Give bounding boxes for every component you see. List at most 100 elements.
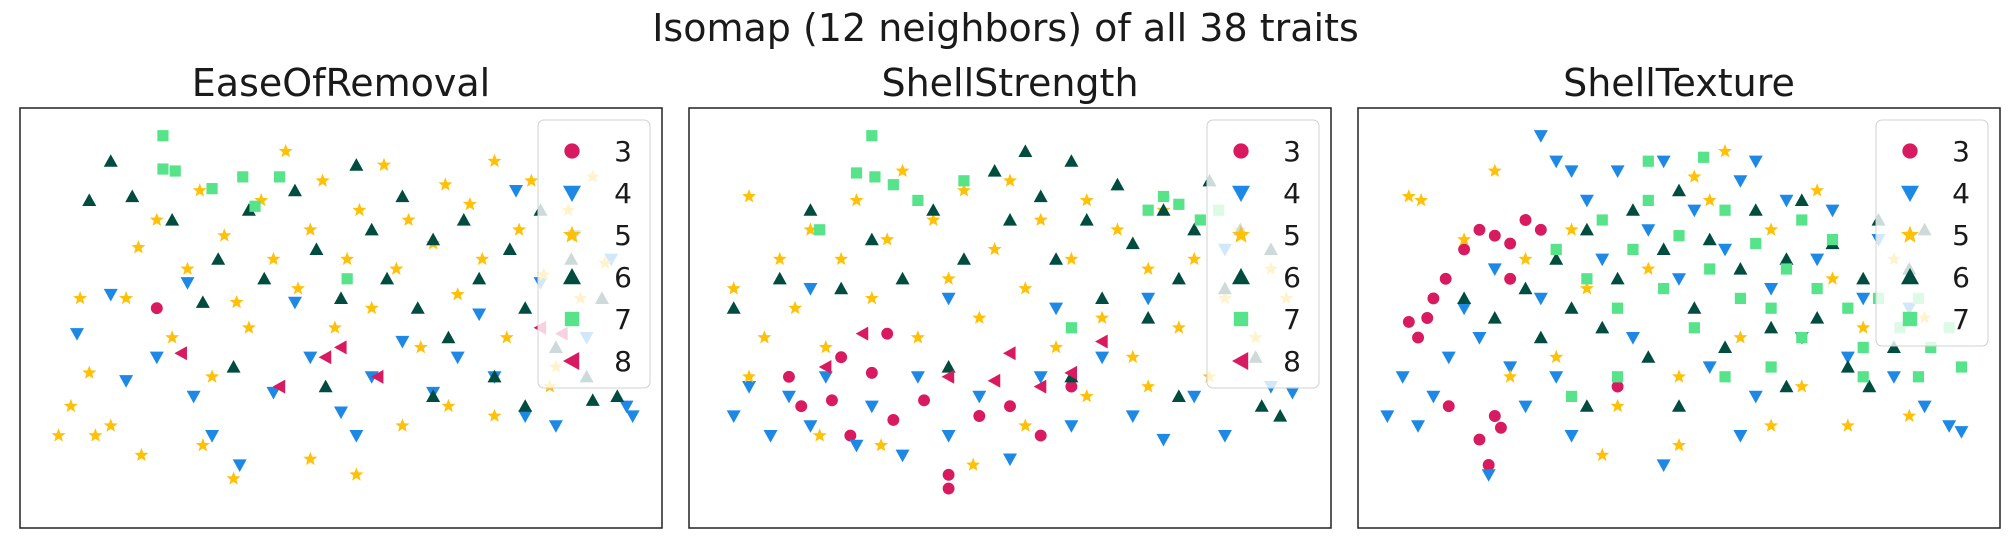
point-class-6: [834, 281, 849, 295]
point-class-7: [1704, 263, 1716, 275]
point-class-6: [103, 154, 118, 167]
point-class-5: [1825, 271, 1840, 285]
point-class-7: [1796, 214, 1808, 226]
point-class-5: [1110, 222, 1125, 236]
point-class-4: [1481, 469, 1496, 482]
point-class-5: [1171, 320, 1186, 334]
legend-label-3: 3: [1952, 135, 1970, 168]
point-class-5: [1018, 281, 1033, 295]
point-class-6: [395, 189, 410, 203]
point-class-5: [327, 320, 342, 334]
point-class-6: [1033, 189, 1048, 203]
legend-box: [537, 119, 651, 389]
point-class-7: [1842, 302, 1854, 314]
point-class-7: [249, 200, 261, 212]
point-class-5: [1414, 193, 1429, 207]
point-class-7: [1612, 371, 1624, 383]
point-class-8: [1033, 379, 1047, 394]
point-class-7: [1750, 237, 1762, 250]
point-class-4: [1003, 453, 1017, 467]
point-class-6: [1886, 340, 1901, 353]
point-class-7: [1857, 371, 1869, 383]
point-class-3: [881, 327, 894, 340]
point-class-6: [987, 164, 1002, 177]
point-class-7: [157, 163, 169, 175]
point-class-5: [895, 163, 910, 177]
point-class-6: [456, 213, 471, 226]
point-class-4: [1503, 361, 1518, 374]
point-class-6: [426, 389, 441, 402]
point-class-7: [206, 183, 218, 195]
point-class-4: [303, 351, 318, 365]
point-class-6: [726, 301, 741, 314]
point-class-5: [395, 418, 410, 432]
point-class-6: [1579, 399, 1594, 412]
point-class-7: [274, 171, 286, 183]
point-class-5: [487, 153, 502, 168]
legend-marker-3: [1233, 143, 1249, 159]
point-class-3: [795, 400, 808, 413]
panel-ease-of-removal: EaseOfRemoval 3 4 5 6 7 8: [19, 61, 663, 529]
point-class-3: [973, 410, 986, 422]
point-class-4: [1733, 430, 1748, 443]
point-class-7: [1765, 302, 1777, 314]
point-class-5: [303, 222, 318, 236]
point-class-5: [1856, 320, 1871, 334]
point-class-4: [1049, 302, 1064, 316]
legend-marker-6: [1901, 268, 1919, 285]
legend-marker-7: [564, 311, 580, 327]
point-class-7: [1673, 230, 1685, 242]
point-class-6: [211, 252, 226, 265]
point-class-4: [472, 308, 487, 322]
point-class-3: [1473, 433, 1486, 446]
point-class-3: [1439, 272, 1452, 285]
legend-marker-5: [1232, 225, 1250, 243]
point-class-6: [1672, 399, 1686, 412]
point-class-7: [1719, 204, 1731, 216]
point-class-5: [1125, 349, 1140, 364]
point-class-5: [1049, 340, 1063, 354]
point-class-6: [1487, 311, 1502, 324]
point-class-4: [864, 400, 879, 414]
point-class-4: [1533, 130, 1548, 143]
point-class-7: [850, 167, 863, 179]
point-class-7: [1642, 194, 1654, 206]
point-class-5: [1718, 144, 1732, 158]
point-class-4: [1564, 430, 1579, 443]
point-class-4: [941, 292, 956, 306]
point-class-4: [1917, 400, 1932, 414]
point-class-7: [1565, 390, 1578, 402]
point-class-7: [1550, 243, 1562, 255]
legend-label-4: 4: [1283, 177, 1301, 210]
point-class-4: [763, 430, 778, 443]
point-class-4: [1533, 292, 1548, 306]
point-class-5: [401, 212, 416, 226]
point-class-6: [1610, 271, 1625, 285]
point-class-4: [1779, 194, 1794, 208]
point-class-4: [972, 390, 987, 404]
point-class-7: [814, 224, 826, 236]
point-class-4: [619, 400, 634, 414]
plot-frame: [19, 107, 663, 529]
point-class-5: [849, 193, 864, 207]
point-class-4: [849, 439, 864, 453]
point-class-6: [518, 301, 533, 314]
point-class-3: [1442, 400, 1455, 413]
point-class-7: [1826, 234, 1839, 246]
point-class-6: [226, 360, 241, 373]
point-class-8: [334, 340, 347, 355]
point-class-6: [1840, 360, 1855, 373]
point-class-3: [835, 351, 848, 364]
legend-label-4: 4: [1952, 177, 1970, 210]
point-class-6: [1095, 291, 1110, 304]
point-class-7: [866, 130, 878, 142]
point-class-4: [818, 371, 833, 384]
point-class-6: [1656, 242, 1671, 255]
point-class-6: [1564, 301, 1579, 314]
point-class-4: [232, 459, 247, 472]
point-class-4: [1141, 292, 1156, 306]
legend-label-5: 5: [1283, 219, 1301, 252]
point-class-6: [1718, 340, 1733, 353]
point-class-3: [1611, 380, 1624, 393]
point-class-3: [1412, 331, 1425, 344]
